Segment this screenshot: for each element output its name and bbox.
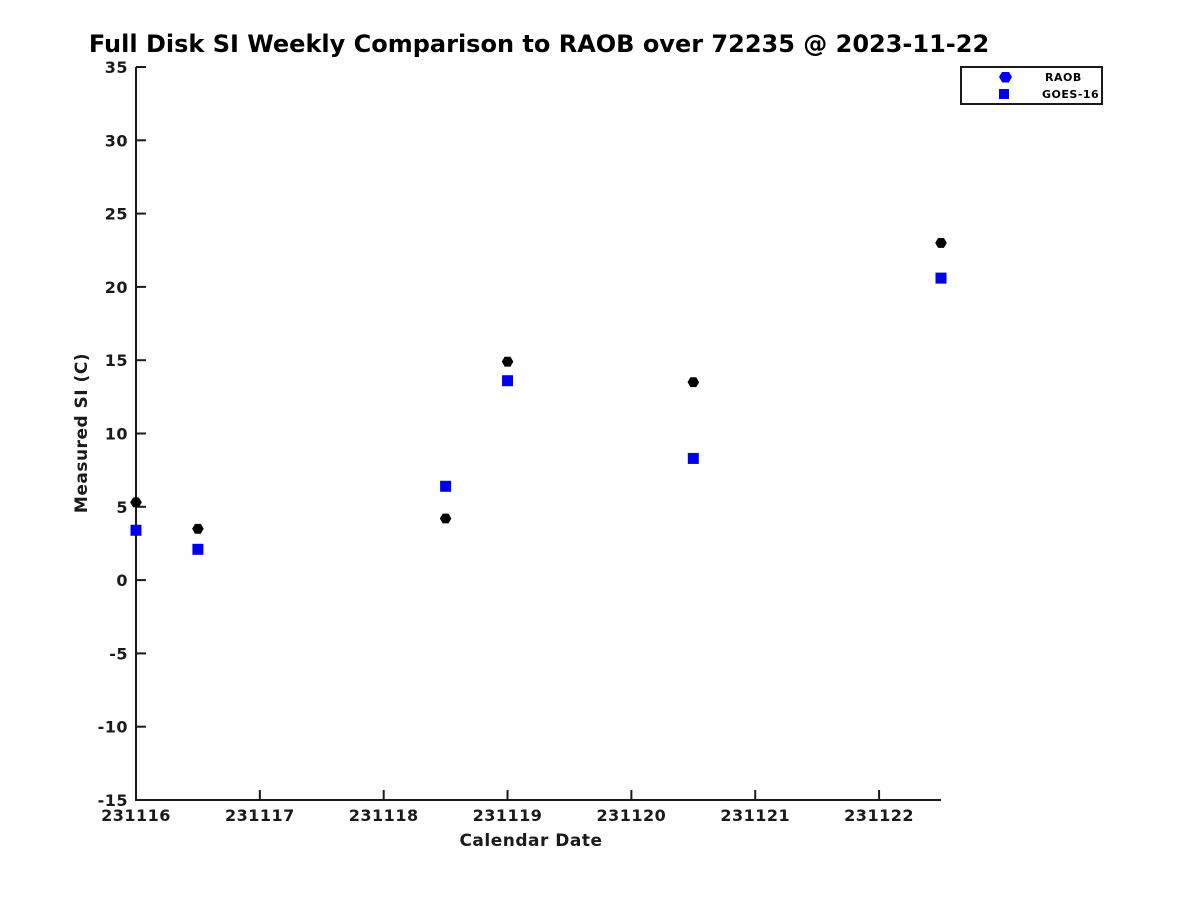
data-point-goes16 [440, 480, 452, 492]
y-tick-label: 15 [105, 351, 128, 370]
y-tick-label: 35 [105, 58, 128, 77]
x-axis-label: Calendar Date [459, 831, 603, 851]
data-point-goes16 [687, 452, 699, 464]
x-tick-label: 231120 [596, 806, 666, 825]
x-tick-label: 231122 [844, 806, 914, 825]
legend-item-raob: RAOB [962, 69, 1101, 86]
legend-label-raob: RAOB [1045, 70, 1082, 84]
data-point-goes16 [502, 375, 514, 387]
raob-hexagon-marker-icon [999, 71, 1012, 83]
y-tick-label: 25 [105, 205, 128, 224]
y-tick-label: -5 [109, 644, 128, 663]
legend: RAOB GOES-16 [960, 66, 1103, 105]
x-tick-label: 231121 [720, 806, 790, 825]
y-tick-label: 30 [105, 131, 128, 150]
data-point-goes16 [192, 543, 204, 555]
data-point-goes16 [935, 272, 947, 284]
data-point-raob [501, 356, 514, 367]
data-point-raob [439, 513, 452, 524]
x-tick-label: 231119 [473, 806, 543, 825]
data-point-goes16 [130, 524, 142, 536]
data-point-raob [935, 238, 947, 248]
y-tick-label: 0 [116, 571, 128, 590]
data-point-raob [687, 377, 700, 388]
data-point-raob [130, 497, 142, 508]
y-tick-label: 5 [116, 498, 128, 517]
y-tick-label: 10 [105, 425, 128, 444]
legend-item-goes16: GOES-16 [962, 86, 1101, 103]
goes16-square-marker-icon [999, 89, 1009, 99]
y-tick-label: 20 [105, 278, 128, 297]
x-tick-label: 231118 [349, 806, 419, 825]
y-tick-label: -15 [98, 791, 128, 810]
x-tick-label: 231116 [101, 806, 171, 825]
x-tick-label: 231117 [225, 806, 295, 825]
chart-title: Full Disk SI Weekly Comparison to RAOB o… [88, 30, 990, 58]
legend-label-goes16: GOES-16 [1042, 87, 1100, 101]
data-point-raob [192, 523, 204, 534]
y-tick-label: -10 [98, 718, 128, 737]
